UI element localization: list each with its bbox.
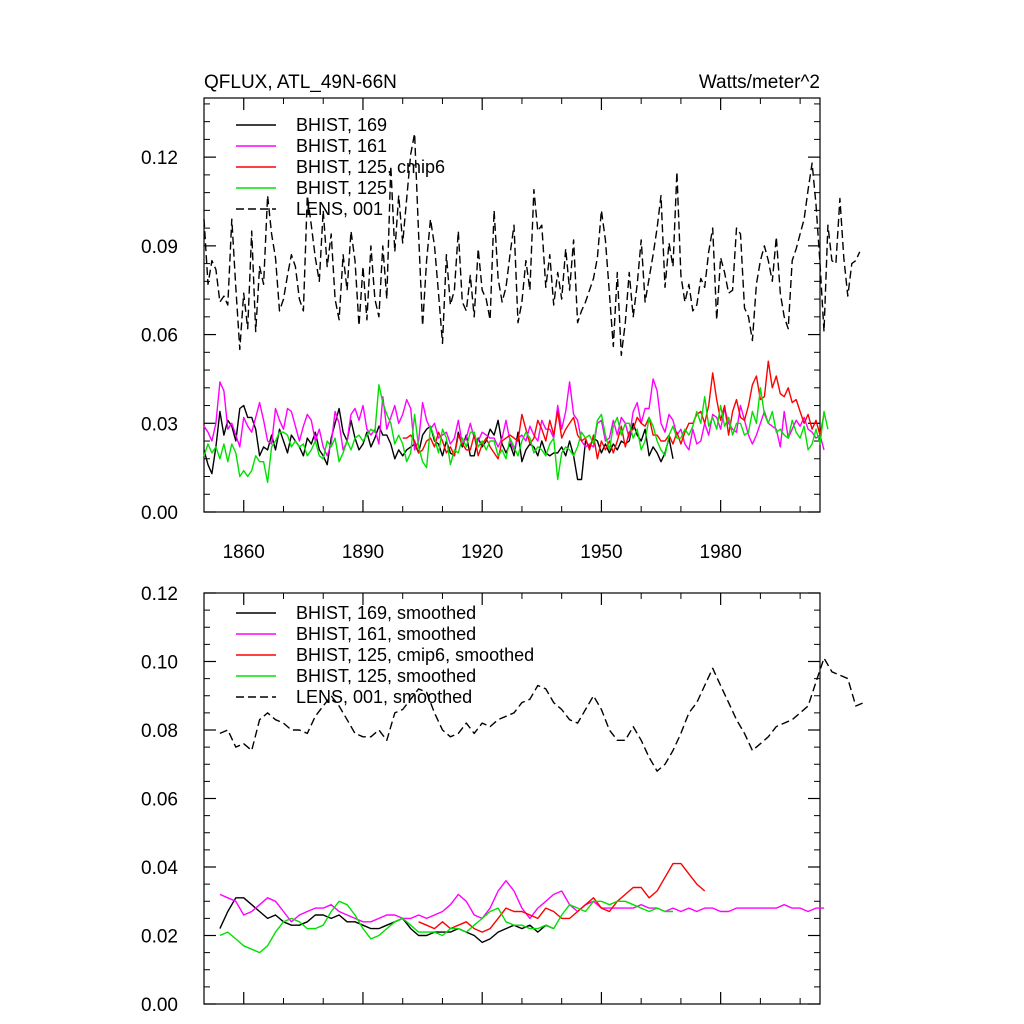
top-panel-frame [203,97,821,513]
top-panel-xtick-label: 1860 [223,542,265,563]
top-panel-series-line [203,132,861,356]
bottom-panel-legend-label: BHIST, 125, smoothed [296,666,476,686]
top-panel-series-line [402,360,825,460]
bottom-panel-legend-label: BHIST, 161, smoothed [296,624,476,644]
bottom-panel-ytick-label: 0.08 [141,721,178,742]
top-panel-units: Watts/meter^2 [699,72,820,93]
bottom-panel-ytick-label: 0.04 [141,858,178,879]
bottom-panel-ytick-label: 0.02 [141,927,178,948]
bottom-panel-series-line [219,900,673,954]
top-panel-ytick-label: 0.03 [141,414,178,435]
bottom-panel-legend-label: LENS, 001, smoothed [296,687,472,707]
top-panel-legend-label: LENS, 001 [296,199,383,219]
top-panel-ytick-label: 0.12 [141,148,178,169]
bottom-panel-series-line [219,880,824,923]
bottom-panel-ytick-label: 0.12 [141,584,178,605]
top-panel-title: QFLUX, ATL_49N-66N [204,72,397,93]
top-panel-ytick-label: 0.09 [141,237,178,258]
top-panel-legend-label: BHIST, 125, cmip6 [296,157,445,177]
top-panel-legend-label: BHIST, 169 [296,115,387,135]
top-panel-series-line [203,378,825,457]
top-panel-legend-label: BHIST, 161 [296,136,387,156]
top-panel: QFLUX, ATL_49N-66N Watts/meter^2 0.00 0.0… [141,72,861,563]
bottom-panel-ytick-label: 0.06 [141,790,178,811]
top-panel-series-line [203,384,829,484]
bottom-panel-legend-label: BHIST, 125, cmip6, smoothed [296,645,534,665]
bottom-panel-series-line [219,657,864,772]
top-panel-xtick-label: 1890 [342,542,384,563]
top-panel-legend-label: BHIST, 125 [296,178,387,198]
top-panel-xtick-label: 1920 [461,542,503,563]
bottom-panel-ytick-label: 0.00 [141,995,178,1016]
top-panel-ytick-label: 0.06 [141,326,178,347]
top-panel-xtick-label: 1980 [700,542,742,563]
bottom-panel-legend-label: BHIST, 169, smoothed [296,603,476,623]
top-panel-xtick-label: 1950 [580,542,622,563]
top-panel-ytick-label: 0.00 [141,503,178,524]
bottom-panel-series-line [418,862,706,933]
bottom-panel-series-line [219,897,554,944]
bottom-panel-ytick-label: 0.10 [141,653,178,674]
bottom-panel: 0.00 0.02 0.04 0.06 0.08 0.10 0.12 BHIST, 169, … [141,584,864,1016]
